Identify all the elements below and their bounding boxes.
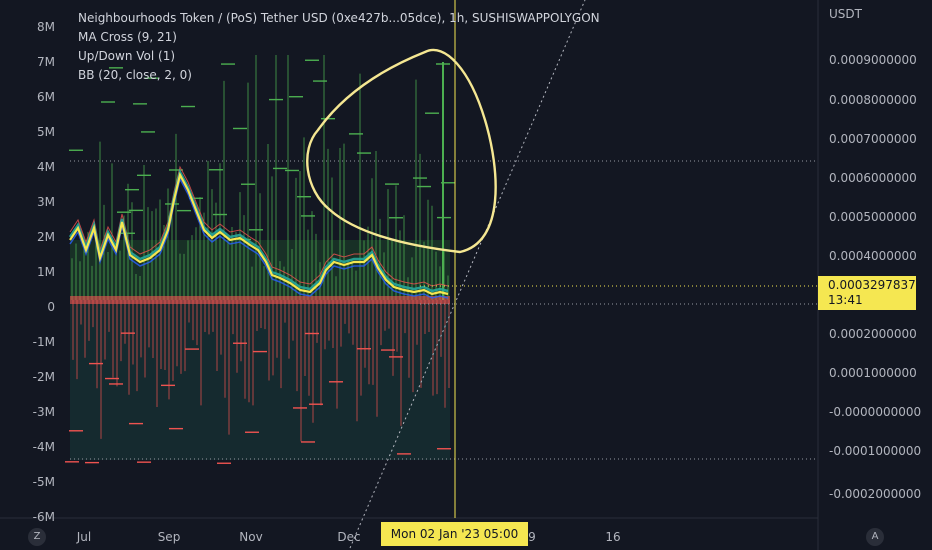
volume-tick-label: 7M	[37, 55, 55, 69]
price-line	[69, 171, 449, 296]
price-tick-label: 0.0007000000	[829, 132, 917, 146]
time-tick-label: 9	[528, 530, 536, 544]
price-axis-currency: USDT	[829, 7, 863, 21]
volume-axis: 8M 7M 6M 5M 4M 3M 2M 1M 0 -1M -2M -3M -4M -5M -6M	[33, 20, 55, 524]
volume-tick-label: 5M	[37, 125, 55, 139]
bar-countdown: 13:41	[828, 293, 863, 307]
last-price-value: 0.0003297837	[828, 278, 916, 292]
volume-tick-label: 3M	[37, 195, 55, 209]
price-tick-label: 0.0008000000	[829, 93, 917, 107]
volume-tick-label: 6M	[37, 90, 55, 104]
volume-tick-label: -6M	[33, 510, 55, 524]
price-tick-label: -0.0000000000	[829, 405, 921, 419]
timezone-button[interactable]: Z	[28, 528, 46, 546]
last-price-tag: 0.0003297837 13:41	[818, 276, 916, 310]
price-tick-label: 0.0009000000	[829, 53, 917, 67]
time-tick-label: Dec	[337, 530, 360, 544]
annotation-circle	[306, 49, 497, 254]
volume-tick-label: 0	[47, 300, 55, 314]
volume-tick-label: 4M	[37, 160, 55, 174]
time-tick-label: Sep	[158, 530, 181, 544]
crosshair-time-label: Mon 02 Jan '23 05:00	[381, 522, 528, 546]
price-tick-label: 0.0001000000	[829, 366, 917, 380]
volume-tick-label: -2M	[33, 370, 55, 384]
price-tick-label: 0.0005000000	[829, 210, 917, 224]
time-tick-label: Jul	[76, 530, 91, 544]
time-axis: Jul Sep Nov Dec 9 16	[76, 530, 621, 544]
price-tick-label: 0.0004000000	[829, 249, 917, 263]
auto-scale-button[interactable]: A	[866, 528, 884, 546]
volume-tick-label: -5M	[33, 475, 55, 489]
trend-line	[349, 0, 586, 549]
time-tick-label: 16	[605, 530, 620, 544]
price-axis: USDT 0.0009000000 0.0008000000 0.0007000000…	[829, 7, 921, 501]
volume-tick-label: -4M	[33, 440, 55, 454]
volume-tick-label: -3M	[33, 405, 55, 419]
price-tick-label: -0.0001000000	[829, 444, 921, 458]
time-tick-label: Nov	[239, 530, 262, 544]
price-tick-label: -0.0002000000	[829, 487, 921, 501]
volume-tick-label: 8M	[37, 20, 55, 34]
volume-zero-band	[70, 296, 450, 304]
volume-tick-label: 2M	[37, 230, 55, 244]
volume-tick-label: -1M	[33, 335, 55, 349]
price-tick-label: 0.0006000000	[829, 171, 917, 185]
volume-tick-label: 1M	[37, 265, 55, 279]
price-tick-label: 0.0002000000	[829, 327, 917, 341]
